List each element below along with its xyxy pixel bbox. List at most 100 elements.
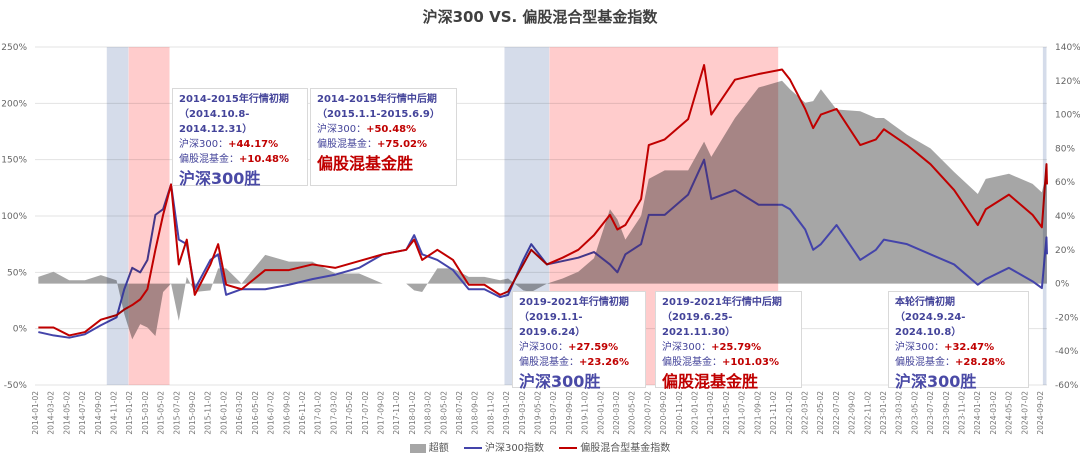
x-tick-label: 2015-05-02 bbox=[157, 391, 166, 435]
x-tick-label: 2016-01-02 bbox=[219, 391, 228, 435]
x-tick-label: 2022-11-02 bbox=[863, 391, 872, 435]
x-tick-label: 2021-03-02 bbox=[706, 391, 715, 435]
x-tick-label: 2014-03-02 bbox=[47, 391, 56, 435]
x-tick-label: 2020-09-02 bbox=[659, 391, 668, 435]
right-tick-label: 120% bbox=[1055, 77, 1080, 87]
legend-label: 超额 bbox=[428, 443, 449, 454]
annotation-title: 2014-2015年行情初期 bbox=[179, 94, 289, 105]
x-tick-label: 2021-01-02 bbox=[691, 391, 700, 435]
x-tick-label: 2017-03-02 bbox=[329, 391, 338, 435]
x-tick-label: 2018-03-02 bbox=[424, 391, 433, 435]
x-tick-label: 2017-01-02 bbox=[314, 391, 323, 435]
fund-return: +10.48% bbox=[239, 154, 290, 165]
x-tick-label: 2018-05-02 bbox=[439, 391, 448, 435]
right-tick-label: 60% bbox=[1055, 178, 1075, 188]
left-tick-label: 0% bbox=[13, 325, 28, 335]
x-tick-label: 2023-01-02 bbox=[879, 391, 888, 435]
x-tick-label: 2018-11-02 bbox=[486, 391, 495, 435]
right-tick-label: 20% bbox=[1055, 246, 1075, 256]
legend-swatch-excess bbox=[409, 443, 426, 453]
hs300-label: 沪深300： bbox=[179, 139, 229, 150]
right-tick-label: 80% bbox=[1055, 144, 1075, 154]
x-tick-label: 2019-05-02 bbox=[534, 391, 543, 435]
annotation-box: 本轮行情初期 （2024.9.24-2024.10.8） 沪深300：+32.47%… bbox=[888, 291, 1029, 391]
x-tick-label: 2024-05-02 bbox=[1005, 391, 1014, 435]
legend: 超额 沪深300指数 偏股混合型基金指数 bbox=[0, 439, 1080, 454]
winner-text: 沪深300胜 bbox=[895, 372, 977, 391]
x-tick-label: 2023-11-02 bbox=[957, 391, 966, 435]
x-tick-label: 2019-11-02 bbox=[581, 391, 590, 435]
legend-swatch-hs300 bbox=[463, 447, 482, 449]
x-tick-label: 2018-01-02 bbox=[408, 391, 417, 435]
x-tick-label: 2017-07-02 bbox=[361, 391, 370, 435]
x-tick-label: 2015-03-02 bbox=[141, 391, 150, 435]
fund-return: +28.28% bbox=[955, 357, 1006, 368]
series-area-excess bbox=[38, 80, 1047, 340]
x-tick-label: 2014-01-02 bbox=[31, 391, 40, 435]
annotation-box: 2019-2021年行情中后期 （2019.6.25-2021.11.30） 沪深3… bbox=[655, 291, 802, 391]
hs300-return: +25.79% bbox=[711, 342, 762, 353]
winner-text: 沪深300胜 bbox=[179, 169, 261, 188]
right-tick-label: 100% bbox=[1055, 111, 1080, 121]
hs300-return: +32.47% bbox=[944, 342, 995, 353]
x-tick-label: 2020-01-02 bbox=[596, 391, 605, 435]
x-tick-label: 2018-07-02 bbox=[455, 391, 464, 435]
left-tick-label: 200% bbox=[1, 99, 27, 109]
annotation-period: （2024.9.24-2024.10.8） bbox=[895, 312, 966, 338]
x-tick-label: 2023-03-02 bbox=[895, 391, 904, 435]
x-tick-label: 2018-09-02 bbox=[471, 391, 480, 435]
x-tick-label: 2017-09-02 bbox=[376, 391, 385, 435]
x-tick-label: 2014-09-02 bbox=[94, 391, 103, 435]
right-tick-label: -20% bbox=[1055, 313, 1079, 323]
x-tick-label: 2020-07-02 bbox=[643, 391, 652, 435]
fund-return: +23.26% bbox=[579, 357, 630, 368]
fund-return: +101.03% bbox=[722, 357, 779, 368]
winner-text: 偏股混基金胜 bbox=[317, 154, 414, 173]
left-tick-label: 100% bbox=[1, 212, 27, 222]
winner-text: 沪深300胜 bbox=[519, 372, 601, 391]
x-tick-label: 2022-01-02 bbox=[785, 391, 794, 435]
x-tick-label: 2024-01-02 bbox=[973, 391, 982, 435]
hs300-label: 沪深300： bbox=[317, 124, 367, 135]
x-tick-label: 2023-09-02 bbox=[942, 391, 951, 435]
x-tick-label: 2019-07-02 bbox=[549, 391, 558, 435]
x-tick-label: 2020-11-02 bbox=[675, 391, 684, 435]
x-tick-label: 2019-03-02 bbox=[518, 391, 527, 435]
winner-text: 偏股混基金胜 bbox=[662, 372, 759, 391]
left-tick-label: 150% bbox=[1, 156, 27, 166]
annotation-title: 2019-2021年行情中后期 bbox=[662, 297, 782, 308]
x-tick-label: 2023-07-02 bbox=[926, 391, 935, 435]
hs300-label: 沪深300： bbox=[895, 342, 945, 353]
hs300-return: +27.59% bbox=[568, 342, 619, 353]
right-tick-label: -40% bbox=[1055, 347, 1079, 357]
x-tick-label: 2019-09-02 bbox=[565, 391, 574, 435]
x-tick-label: 2021-09-02 bbox=[753, 391, 762, 435]
fund-label: 偏股混基金： bbox=[179, 154, 239, 165]
legend-item-hs300: 沪深300指数 bbox=[463, 439, 544, 454]
x-tick-label: 2020-05-02 bbox=[628, 391, 637, 435]
right-tick-label: 140% bbox=[1055, 43, 1080, 53]
x-tick-label: 2021-07-02 bbox=[738, 391, 747, 435]
x-tick-label: 2016-03-02 bbox=[235, 391, 244, 435]
right-tick-label: -60% bbox=[1055, 381, 1079, 391]
period-band-fund bbox=[128, 47, 170, 385]
right-tick-label: 40% bbox=[1055, 212, 1075, 222]
x-tick-label: 2014-07-02 bbox=[78, 391, 87, 435]
legend-item-fund: 偏股混合型基金指数 bbox=[559, 439, 670, 454]
x-tick-label: 2015-07-02 bbox=[172, 391, 181, 435]
fund-label: 偏股混基金： bbox=[662, 357, 722, 368]
x-tick-label: 2021-11-02 bbox=[769, 391, 778, 435]
x-tick-label: 2017-11-02 bbox=[392, 391, 401, 435]
x-tick-label: 2015-09-02 bbox=[188, 391, 197, 435]
annotation-title: 2014-2015年行情中后期 bbox=[317, 94, 437, 105]
x-tick-label: 2022-07-02 bbox=[832, 391, 841, 435]
x-tick-label: 2016-05-02 bbox=[251, 391, 260, 435]
x-tick-label: 2019-01-02 bbox=[502, 391, 511, 435]
left-tick-label: -50% bbox=[4, 381, 28, 391]
legend-label: 偏股混合型基金指数 bbox=[580, 443, 671, 454]
annotation-period: （2019.1.1-2019.6.24） bbox=[519, 312, 586, 338]
x-tick-label: 2017-05-02 bbox=[345, 391, 354, 435]
x-tick-label: 2014-05-02 bbox=[62, 391, 71, 435]
x-tick-label: 2015-01-02 bbox=[125, 391, 134, 435]
x-tick-label: 2016-07-02 bbox=[267, 391, 276, 435]
